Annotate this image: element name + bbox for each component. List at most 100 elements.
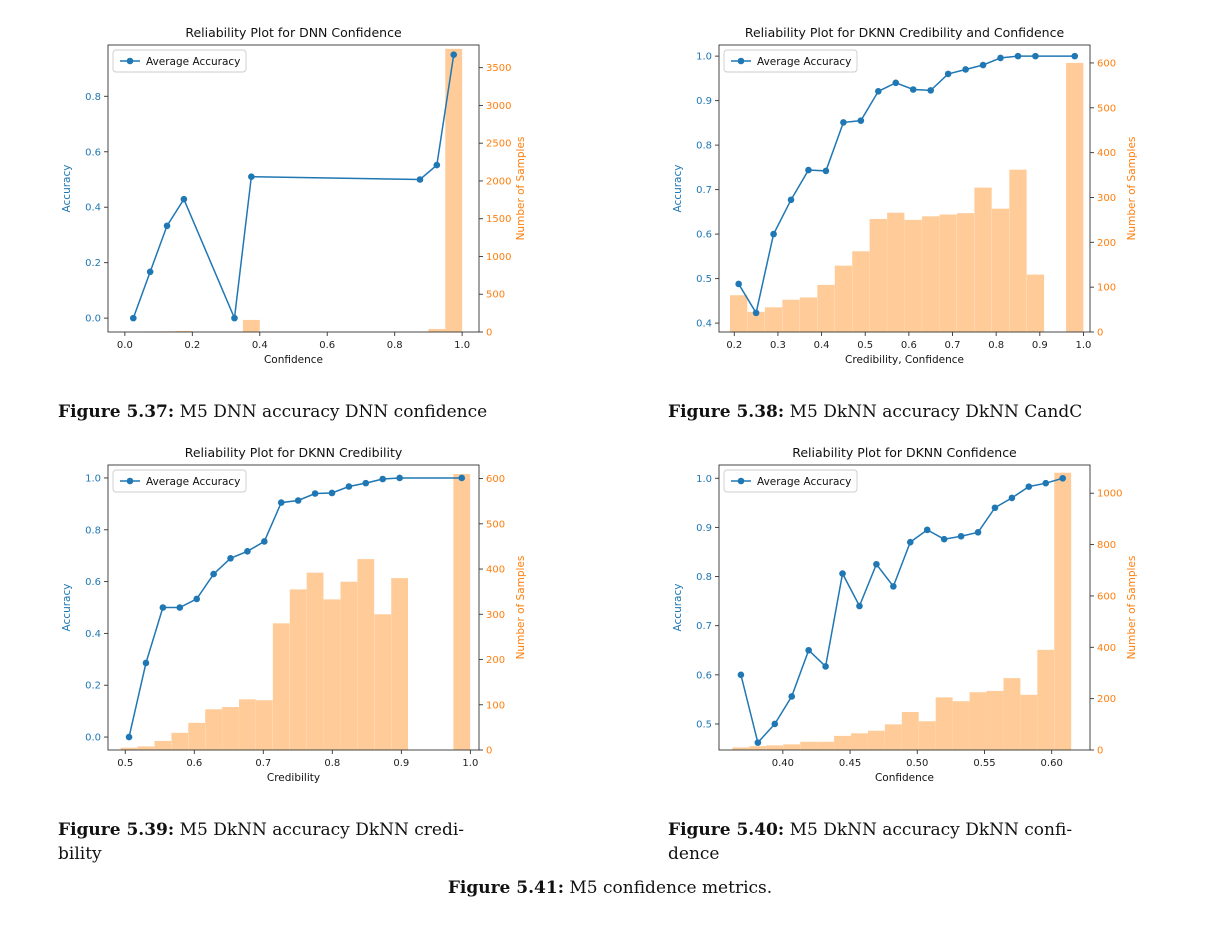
y2-axis-label: Number of Samples [515, 556, 527, 660]
x-tick-label: 0.8 [324, 758, 340, 769]
accuracy-point [770, 230, 777, 238]
accuracy-point [1025, 483, 1033, 490]
x-tick-label: 0.0 [117, 340, 133, 351]
histogram-bar [453, 474, 471, 750]
y-tick-label: 0.8 [85, 525, 101, 536]
caption-label: Figure 5.39: [58, 820, 175, 840]
y-tick-label: 1.0 [85, 473, 101, 484]
y-tick-label: 0.6 [696, 670, 712, 681]
histogram-bar [175, 330, 193, 332]
x-tick-label: 0.6 [186, 758, 202, 769]
x-axis-label: Confidence [264, 354, 323, 366]
legend-box [723, 469, 858, 493]
accuracy-point [1071, 52, 1079, 60]
accuracy-point [248, 173, 255, 181]
x-tick-label: 0.7 [255, 758, 271, 769]
figure-caption: Figure 5.39: M5 DkNN accuracy DkNN credi… [58, 818, 578, 866]
accuracy-point [875, 87, 882, 95]
y2-tick-label: 400 [486, 565, 505, 576]
y2-tick-label: 1000 [486, 252, 511, 263]
accuracy-point [379, 475, 387, 483]
accuracy-point [396, 474, 403, 482]
accuracy-point [873, 560, 880, 568]
accuracy-point [839, 570, 846, 577]
x-tick-label: 0.9 [393, 758, 409, 769]
histogram-bar [867, 730, 885, 750]
histogram-bar [242, 319, 260, 332]
y2-tick-label: 600 [486, 474, 505, 485]
histogram-bar [851, 733, 868, 750]
histogram-bar [952, 701, 970, 750]
legend-marker-swatch [126, 57, 134, 65]
x-tick-label: 0.4 [252, 340, 268, 351]
chart-dknn-credibility: Reliability Plot for DKNN Credibility 0.5… [0, 420, 600, 800]
x-tick-label: 0.2 [726, 340, 742, 351]
accuracy-point [890, 583, 897, 590]
histogram-bar [1037, 649, 1055, 750]
accuracy-point [193, 595, 200, 603]
accuracy-point [163, 222, 171, 230]
histogram-bar [1003, 678, 1021, 750]
y2-axis-label: Number of Samples [1126, 556, 1138, 660]
y2-tick-label: 1000 [1097, 489, 1122, 500]
accuracy-point [805, 646, 812, 654]
y-axis-label: Accuracy [61, 165, 73, 213]
accuracy-point [737, 671, 745, 679]
x-tick-label: 0.4 [814, 340, 830, 351]
accuracy-point [129, 314, 137, 322]
histogram-bar [991, 208, 1010, 332]
y-tick-label: 0.8 [696, 572, 712, 583]
accuracy-point [244, 547, 251, 555]
legend: Average Accuracy [112, 469, 247, 493]
y2-tick-label: 0 [1097, 746, 1103, 757]
accuracy-point [979, 61, 987, 69]
y2-tick-label: 0 [486, 746, 492, 757]
x-tick-label: 0.5 [117, 758, 133, 769]
accuracy-point [962, 66, 969, 73]
caption-label: Figure 5.38: [668, 402, 785, 422]
legend-box [112, 49, 247, 73]
y-tick-label: 0.2 [85, 681, 101, 692]
histogram-bar [969, 692, 987, 750]
accuracy-point [822, 167, 830, 175]
accuracy-point [1014, 52, 1022, 60]
histogram-bar [986, 690, 1004, 750]
y-tick-label: 0.4 [696, 319, 712, 330]
histogram-bar [1066, 62, 1084, 332]
y2-tick-label: 300 [1097, 193, 1116, 204]
accuracy-point [210, 570, 217, 578]
y2-tick-label: 800 [1097, 540, 1116, 551]
accuracy-point [125, 733, 133, 741]
y-tick-label: 0.7 [696, 185, 712, 196]
y2-tick-label: 600 [1097, 591, 1116, 602]
histogram-bar [154, 740, 172, 750]
chart-svg: Reliability Plot for DKNN Confidence 0.40… [672, 445, 1138, 784]
histogram-bar [764, 307, 783, 332]
accuracy-point [940, 535, 948, 543]
x-tick-label: 0.2 [184, 340, 200, 351]
caption-label: Figure 5.37: [58, 402, 175, 422]
histogram-bar [799, 297, 818, 332]
y2-tick-label: 100 [1097, 283, 1116, 294]
y2-tick-label: 200 [486, 655, 505, 666]
y2-tick-label: 200 [1097, 238, 1116, 249]
figure-caption: Figure 5.38: M5 DkNN accuracy DkNN CandC [668, 400, 1208, 424]
y2-tick-label: 2500 [486, 139, 511, 150]
accuracy-point [909, 86, 917, 93]
histogram-bar [222, 707, 239, 750]
legend: Average Accuracy [112, 49, 247, 73]
accuracy-point [997, 54, 1004, 62]
x-tick-label: 1.0 [462, 758, 478, 769]
accuracy-line [132, 54, 455, 322]
y2-tick-label: 2000 [486, 176, 511, 187]
histogram-bar [817, 284, 835, 332]
histogram-bar [340, 581, 358, 750]
histogram-bar [834, 265, 853, 332]
legend-label: Average Accuracy [757, 56, 851, 68]
accuracy-point [735, 280, 742, 288]
y-tick-label: 0.4 [85, 203, 101, 214]
y2-tick-label: 400 [1097, 148, 1116, 159]
histogram-bar [869, 218, 887, 332]
histogram-bar [1054, 472, 1072, 750]
caption-text-continued: bility [58, 844, 102, 864]
